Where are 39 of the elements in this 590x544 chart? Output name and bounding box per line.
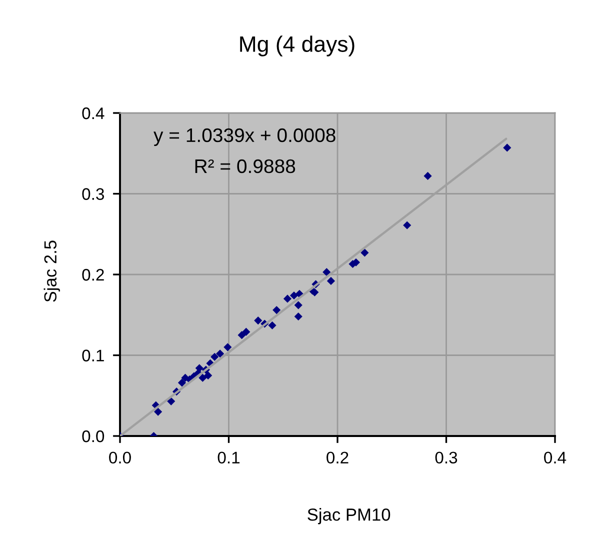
x-tick-label: 0.4 bbox=[544, 452, 566, 464]
point bbox=[290, 291, 298, 300]
y-tick-label: 0.3 bbox=[82, 188, 104, 200]
x-tick-label: 0.3 bbox=[435, 452, 458, 464]
x-tick-label: 0.0 bbox=[109, 452, 131, 464]
point bbox=[403, 221, 412, 230]
point bbox=[294, 301, 302, 310]
point bbox=[178, 378, 186, 387]
x-tick-label: 0.1 bbox=[218, 452, 240, 464]
y-tick-label: 0.0 bbox=[82, 430, 104, 442]
x-axis-title: Sjac PM10 bbox=[308, 508, 390, 524]
point bbox=[283, 294, 292, 303]
point bbox=[238, 331, 246, 340]
point bbox=[294, 312, 302, 321]
y-axis-title: Sjac 2.5 bbox=[44, 240, 60, 302]
point bbox=[216, 350, 224, 358]
point bbox=[268, 321, 276, 330]
point bbox=[322, 268, 331, 276]
point bbox=[204, 371, 212, 380]
point bbox=[503, 144, 512, 152]
point bbox=[242, 328, 250, 336]
y-tick-label: 0.1 bbox=[82, 350, 104, 362]
point bbox=[195, 364, 204, 372]
point bbox=[154, 408, 162, 416]
point bbox=[210, 352, 219, 361]
point bbox=[272, 306, 281, 314]
point bbox=[326, 276, 336, 286]
y-tick-label: 0.4 bbox=[82, 107, 104, 120]
chart-title: Mg (4 days) bbox=[240, 36, 354, 56]
annotation: R² = 0.9888 bbox=[195, 159, 296, 174]
y-tick-label: 0.2 bbox=[82, 268, 104, 281]
point bbox=[254, 316, 262, 325]
point bbox=[424, 172, 432, 180]
point bbox=[360, 248, 369, 257]
annotation: y = 1.0339x + 0.0008 bbox=[154, 128, 336, 146]
point bbox=[224, 343, 232, 352]
x-tick-label: 0.2 bbox=[326, 452, 348, 464]
point bbox=[198, 374, 207, 382]
point bbox=[167, 397, 176, 406]
